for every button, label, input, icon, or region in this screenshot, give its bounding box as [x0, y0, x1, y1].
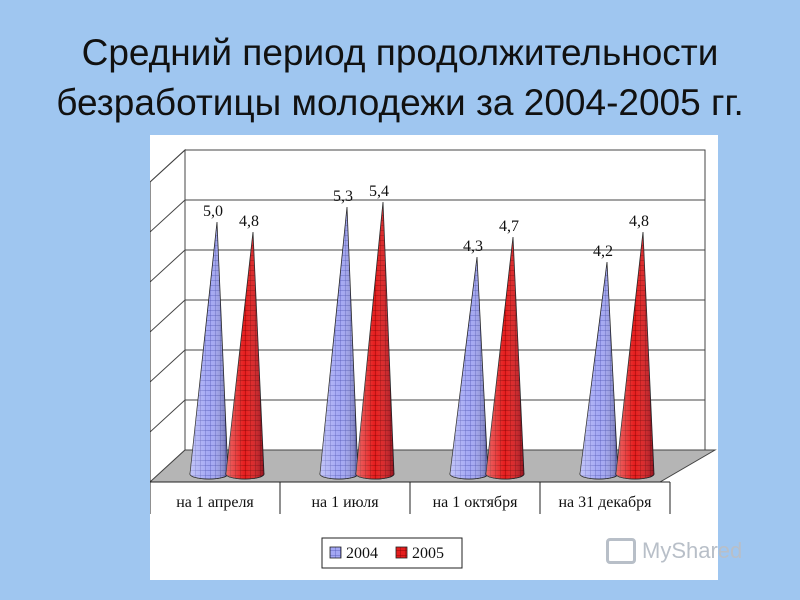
x-tick-label: на 31 декабря [558, 494, 652, 511]
title-line-2: безработицы молодежи за 2004-2005 гг. [56, 82, 744, 123]
legend-label: 2004 [346, 545, 378, 562]
cone-2005-0: 4,8 [225, 213, 265, 480]
watermark-text: MyShared [642, 538, 743, 563]
data-label: 5,3 [333, 188, 353, 205]
x-tick-label: на 1 апреля [176, 494, 254, 511]
legend-swatch [329, 546, 342, 559]
gridline-side [150, 349, 186, 383]
chart-panel: 0123456Длительность безработицы,мес.на 1… [150, 135, 718, 580]
cone-2004-0: 5,0 [189, 203, 229, 480]
data-label: 4,2 [593, 243, 613, 260]
gridline-side [150, 299, 186, 333]
gridline-side [150, 199, 186, 233]
cone-shade [450, 257, 488, 479]
cone-shade [320, 207, 358, 479]
data-label: 5,4 [369, 183, 389, 200]
cone-chart: 0123456Длительность безработицы,мес.на 1… [150, 148, 717, 569]
cone-shade [356, 202, 394, 479]
cone-shade [486, 237, 524, 479]
x-tick-label: на 1 июля [311, 494, 379, 511]
cone-shade [226, 232, 264, 479]
cone-2005-3: 4,8 [615, 213, 655, 480]
title-line-1: Средний период продолжительности [81, 32, 719, 73]
gridline-side [150, 249, 186, 283]
slide-title: Средний период продолжительности безрабо… [0, 28, 800, 128]
cone-shade [190, 222, 228, 479]
legend-swatch [395, 546, 408, 559]
presentation-icon [606, 538, 636, 564]
gridline-side [150, 399, 186, 433]
cone-2005-1: 5,4 [355, 183, 395, 480]
data-label: 4,7 [499, 218, 519, 235]
data-label: 4,3 [463, 238, 483, 255]
data-label: 4,8 [239, 213, 259, 230]
legend-box [321, 537, 463, 569]
legend-label: 2005 [412, 545, 444, 562]
data-label: 5,0 [203, 203, 223, 220]
gridline-side [150, 149, 186, 183]
cone-shade [580, 262, 618, 479]
x-tick-label: на 1 октября [433, 494, 519, 511]
cone-shade [616, 232, 654, 479]
data-label: 4,8 [629, 213, 649, 230]
cone-2005-2: 4,7 [485, 218, 525, 480]
watermark: MyShared [606, 538, 742, 564]
